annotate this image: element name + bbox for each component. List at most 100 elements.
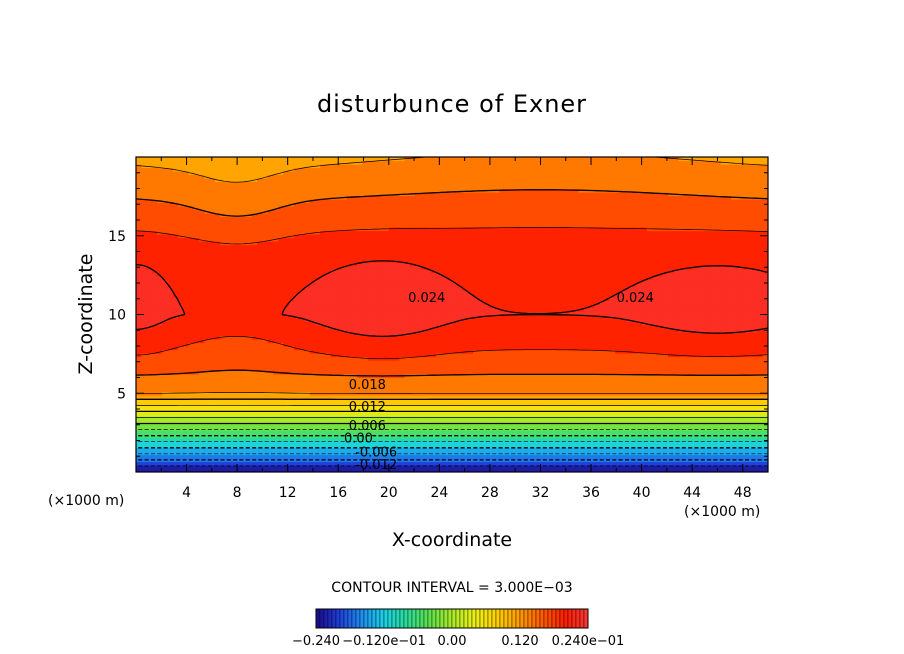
colorbar-swatch bbox=[383, 608, 389, 629]
y-tick-label: 10 bbox=[108, 308, 126, 324]
colorbar-swatch bbox=[491, 608, 497, 629]
colorbar-swatch bbox=[563, 608, 569, 629]
contour-label: 0.00 bbox=[344, 431, 373, 446]
colorbar-swatch bbox=[535, 608, 541, 629]
colorbar-swatch bbox=[567, 608, 573, 629]
colorbar-label: −0.120e−01 bbox=[342, 634, 426, 649]
colorbar-swatch bbox=[379, 608, 385, 629]
contour-line bbox=[136, 227, 768, 360]
colorbar-swatch bbox=[375, 608, 381, 629]
colorbar-swatch bbox=[475, 608, 481, 629]
x-tick-label: 44 bbox=[683, 485, 701, 501]
contour-labels: 0.024 0.024 0.018 0.012 0.0060.00-0.006-0.01… bbox=[344, 291, 654, 473]
contour-label: 0.018 bbox=[349, 378, 386, 393]
colorbar-swatch bbox=[335, 608, 341, 629]
colorbar-swatch bbox=[351, 608, 357, 629]
colorbar-swatch bbox=[355, 608, 361, 629]
colorbar-swatch bbox=[347, 608, 353, 629]
colorbar-swatch bbox=[515, 608, 521, 629]
colorbar-label: 0.00 bbox=[438, 634, 467, 649]
colorbar-swatch bbox=[367, 608, 373, 629]
colorbar-label: 0.120 bbox=[501, 634, 538, 649]
colorbar bbox=[315, 608, 589, 629]
y-unit-label: (×1000 m) bbox=[684, 504, 760, 520]
colorbar-swatch bbox=[395, 608, 401, 629]
colorbar-swatch bbox=[455, 608, 461, 629]
colorbar-swatch bbox=[431, 608, 437, 629]
plot-area: 0.024 0.024 0.018 0.012 0.0060.00-0.006-0.01… bbox=[136, 157, 768, 473]
color-bands bbox=[136, 157, 768, 472]
x-tick-label: 28 bbox=[481, 485, 499, 501]
contour-interval-text: CONTOUR INTERVAL = 3.000E−03 bbox=[331, 580, 572, 596]
contour-label: 0.024 bbox=[617, 291, 654, 306]
colorbar-swatch bbox=[463, 608, 469, 629]
colorbar-label: 0.240e−01 bbox=[552, 634, 625, 649]
colorbar-swatch bbox=[583, 608, 589, 629]
contour-label: 0.024 bbox=[408, 291, 445, 306]
colorbar-swatch bbox=[411, 608, 417, 629]
x-unit-label: (×1000 m) bbox=[48, 493, 124, 509]
colorbar-swatch bbox=[447, 608, 453, 629]
colorbar-swatch bbox=[543, 608, 549, 629]
colorbar-swatch bbox=[407, 608, 413, 629]
colorbar-swatch bbox=[519, 608, 525, 629]
chart-title: disturbunce of Exner bbox=[317, 90, 587, 118]
colorbar-swatch bbox=[323, 608, 329, 629]
contour-label: -0.012 bbox=[355, 458, 397, 473]
colorbar-swatch bbox=[495, 608, 501, 629]
colorbar-swatch bbox=[487, 608, 493, 629]
colorbar-swatch bbox=[331, 608, 337, 629]
colorbar-swatch bbox=[559, 608, 565, 629]
colorbar-swatch bbox=[387, 608, 393, 629]
colorbar-swatch bbox=[571, 608, 577, 629]
colorbar-swatch bbox=[427, 608, 433, 629]
colorbar-swatch bbox=[443, 608, 449, 629]
x-tick-label: 12 bbox=[279, 485, 297, 501]
colorbar-swatch bbox=[483, 608, 489, 629]
colorbar-swatch bbox=[319, 608, 325, 629]
colorbar-swatch bbox=[507, 608, 513, 629]
x-tick-label: 24 bbox=[430, 485, 448, 501]
y-tick-label: 5 bbox=[117, 386, 126, 402]
colorbar-swatch bbox=[435, 608, 441, 629]
colorbar-swatch bbox=[343, 608, 349, 629]
x-tick-label: 16 bbox=[329, 485, 347, 501]
x-tick-label: 36 bbox=[582, 485, 600, 501]
colorbar-swatch bbox=[547, 608, 553, 629]
colorbar-swatch bbox=[575, 608, 581, 629]
colorbar-label: −0.240 bbox=[292, 634, 340, 649]
colorbar-swatch bbox=[503, 608, 509, 629]
colorbar-swatch bbox=[399, 608, 405, 629]
colorbar-swatch bbox=[423, 608, 429, 629]
colorbar-swatch bbox=[499, 608, 505, 629]
colorbar-swatch bbox=[459, 608, 465, 629]
x-tick-label: 40 bbox=[633, 485, 651, 501]
colorbar-swatch bbox=[363, 608, 369, 629]
x-tick-label: 8 bbox=[233, 485, 242, 501]
x-tick-label: 48 bbox=[734, 485, 752, 501]
colorbar-swatch bbox=[451, 608, 457, 629]
colorbar-swatch bbox=[327, 608, 333, 629]
colorbar-swatch bbox=[523, 608, 529, 629]
colorbar-swatch bbox=[467, 608, 473, 629]
colorbar-swatch bbox=[371, 608, 377, 629]
colorbar-swatch bbox=[471, 608, 477, 629]
colorbar-swatch bbox=[551, 608, 557, 629]
colorbar-swatch bbox=[403, 608, 409, 629]
colorbar-swatch bbox=[339, 608, 345, 629]
colorbar-swatch bbox=[479, 608, 485, 629]
y-axis-ticks: 5 10 15 bbox=[108, 172, 768, 457]
colorbar-swatch bbox=[527, 608, 533, 629]
contour-label: 0.012 bbox=[349, 400, 386, 415]
colorbar-swatch bbox=[359, 608, 365, 629]
contour-lines bbox=[136, 157, 768, 472]
contour-line bbox=[136, 260, 768, 338]
colorbar-swatch bbox=[415, 608, 421, 629]
colorbar-swatch bbox=[315, 608, 321, 629]
y-tick-label: 15 bbox=[108, 229, 126, 245]
x-axis-ticks: 4 8 12 16 20 24 28 32 36 40 44 48 bbox=[160, 157, 752, 501]
x-axis-label: X-coordinate bbox=[392, 529, 512, 551]
contour-label: -0.006 bbox=[355, 446, 397, 461]
colorbar-swatch bbox=[511, 608, 517, 629]
